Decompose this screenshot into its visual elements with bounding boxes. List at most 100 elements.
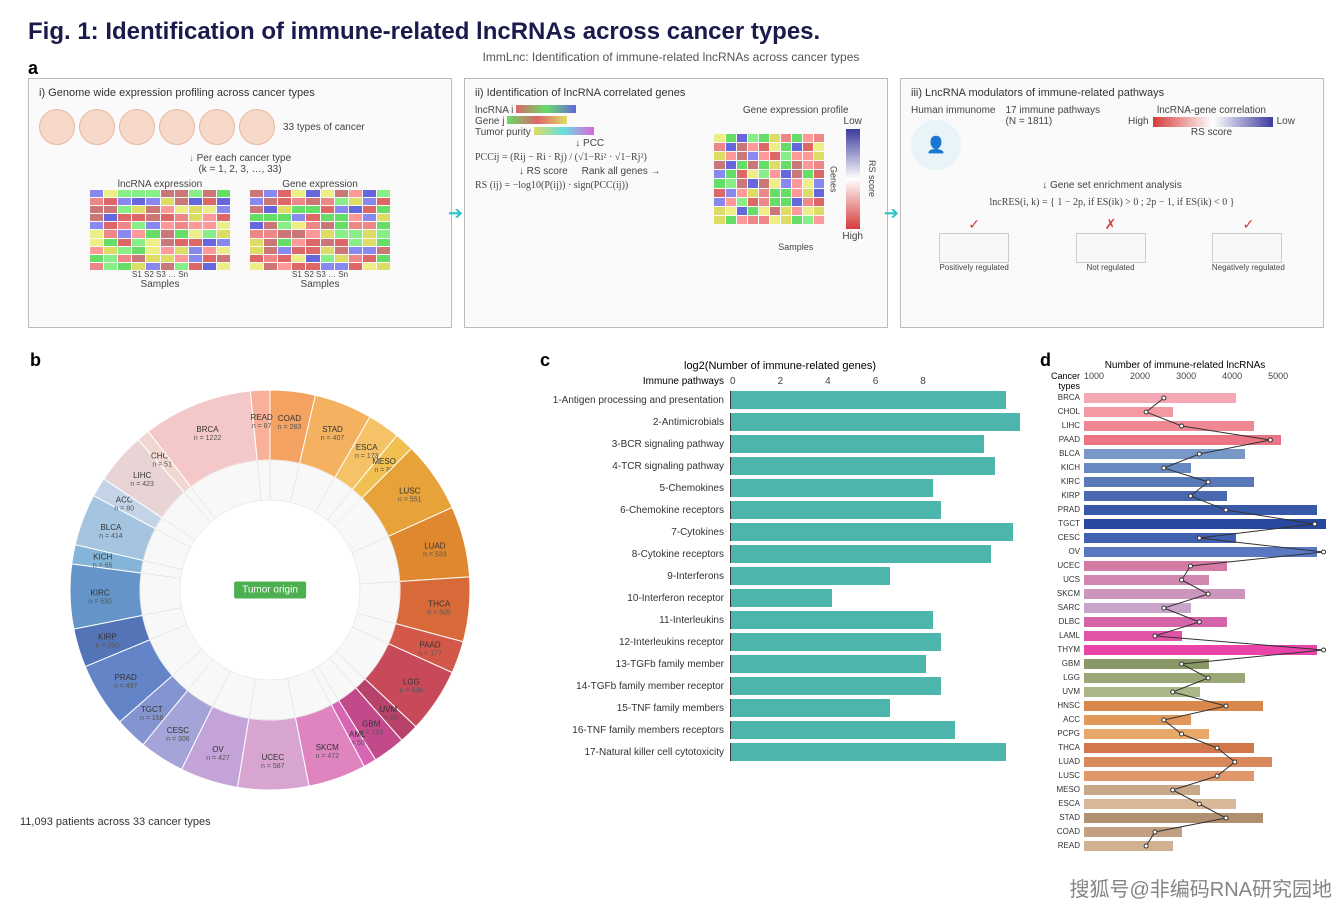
d-bar-row: PRAD — [1040, 503, 1330, 516]
svg-text:OV: OV — [212, 745, 224, 754]
d-bar-row: COAD — [1040, 825, 1330, 838]
d-bar-row: BLCA — [1040, 447, 1330, 460]
check-icon: ✓ — [968, 216, 980, 232]
svg-text:KICH: KICH — [93, 553, 112, 562]
sample-ticks-1: S1 S2 S3 … Sn — [90, 270, 230, 279]
gene-heatmap — [250, 190, 390, 270]
svg-text:n = 177: n = 177 — [418, 650, 442, 657]
c-bar-row: 14-TGFb family member receptor — [540, 677, 1020, 695]
d-bar-row: THCA — [1040, 741, 1330, 754]
check-icon-2: ✓ — [1242, 216, 1254, 232]
samples-label-1: Samples — [90, 279, 230, 290]
svg-text:n = 283: n = 283 — [278, 424, 302, 431]
svg-text:n = 1222: n = 1222 — [194, 435, 222, 442]
svg-text:n = 290: n = 290 — [96, 642, 120, 649]
svg-text:CESC: CESC — [167, 726, 189, 735]
svg-text:MESO: MESO — [372, 457, 396, 466]
c-bar-row: 2-Antimicrobials — [540, 413, 1020, 431]
svg-text:n = 497: n = 497 — [114, 683, 138, 690]
svg-text:PRAD: PRAD — [115, 673, 137, 682]
rs-gradient-h — [1153, 117, 1273, 127]
types-label: 33 types of cancer — [283, 122, 365, 133]
center-label: Tumor origin — [234, 582, 306, 599]
svg-text:BRCA: BRCA — [196, 425, 219, 434]
panel-a-box3: iii) LncRNA modulators of immune-related… — [900, 78, 1324, 328]
c-bar-row: 11-Interleukins — [540, 611, 1020, 629]
svg-text:n = 414: n = 414 — [99, 533, 123, 540]
panel-d: Number of immune-related lncRNAs Cancer … — [1040, 360, 1330, 853]
samples-label-2: Samples — [250, 279, 390, 290]
svg-text:KIRC: KIRC — [91, 589, 110, 598]
d-bar-row: UVM — [1040, 685, 1330, 698]
person-icon: 👤 — [926, 135, 946, 155]
box2-title: ii) Identification of lncRNA correlated … — [475, 87, 877, 99]
d-bar-row: MESO — [1040, 783, 1330, 796]
lncrna-exp-label: lncRNA expression — [90, 179, 230, 190]
sample-ticks-2: S1 S2 S3 … Sn — [250, 270, 390, 279]
d-bar-row: KIRP — [1040, 489, 1330, 502]
c-bar-row: 1-Antigen processing and presentation — [540, 391, 1020, 409]
c-bar-row: 3-BCR signaling pathway — [540, 435, 1020, 453]
pos-reg: Positively regulated — [939, 263, 1009, 272]
c-bar-row: 10-Interferon receptor — [540, 589, 1020, 607]
samples-axis: Samples — [714, 242, 877, 252]
svg-text:KIRP: KIRP — [98, 632, 117, 641]
c-bar-row: 4-TCR signaling pathway — [540, 457, 1020, 475]
svg-text:n = 306: n = 306 — [166, 736, 190, 743]
panel-c: log2(Number of immune-related genes) Imm… — [540, 360, 1020, 765]
d-bar-row: GBM — [1040, 657, 1330, 670]
figure-subtitle: ImmLnc: Identification of immune-related… — [0, 50, 1342, 64]
svg-text:n = 87: n = 87 — [252, 423, 272, 430]
d-bar-row: LAML — [1040, 629, 1330, 642]
d-bar-row: KIRC — [1040, 475, 1330, 488]
corr-lbl: lncRNA-gene correlation — [1110, 105, 1313, 116]
c-bar-row: 12-Interleukins receptor — [540, 633, 1020, 651]
svg-text:ESCA: ESCA — [356, 443, 378, 452]
per-type: Per each cancer type — [197, 153, 292, 164]
c-bar-row: 16-TNF family members receptors — [540, 721, 1020, 739]
c-bar-row: 8-Cytokine receptors — [540, 545, 1020, 563]
svg-text:n = 80: n = 80 — [114, 506, 134, 513]
svg-text:PAAD: PAAD — [419, 640, 440, 649]
cross-icon: ✗ — [1105, 216, 1117, 232]
svg-text:n = 423: n = 423 — [130, 481, 154, 488]
lncrna-heatmap — [90, 190, 230, 270]
svg-text:n = 530: n = 530 — [88, 599, 112, 606]
c-bar-row: 7-Cytokines — [540, 523, 1020, 541]
d-axis-ticks: 10002000300040005000 — [1084, 371, 1288, 389]
d-bar-row: LGG — [1040, 671, 1330, 684]
svg-text:READ: READ — [251, 413, 273, 422]
d-bar-row: STAD — [1040, 811, 1330, 824]
genes-axis: Genes — [828, 166, 838, 193]
pathways-n: (N = 1811) — [1005, 116, 1100, 127]
svg-text:n = 533: n = 533 — [423, 552, 447, 559]
svg-text:n = 506: n = 506 — [400, 687, 424, 694]
d-bar-row: SARC — [1040, 601, 1330, 614]
svg-text:SKCM: SKCM — [316, 743, 339, 752]
pcc-lbl: PCC — [583, 138, 604, 149]
c-bar-row: 15-TNF family members — [540, 699, 1020, 717]
svg-text:GBM: GBM — [362, 720, 381, 729]
panel-b-footnote: 11,093 patients across 33 cancer types — [20, 816, 520, 828]
d-bar-row: DLBC — [1040, 615, 1330, 628]
d-bar-row: UCEC — [1040, 559, 1330, 572]
panel-b: COADn = 283STADn = 407ESCAn = 173MESOn =… — [20, 360, 520, 880]
c-axis-ticks: 02468 — [730, 376, 926, 387]
svg-text:UCEC: UCEC — [261, 753, 284, 762]
rs2: RS score — [1110, 127, 1313, 138]
svg-text:n = 587: n = 587 — [261, 763, 285, 770]
svg-text:n = 51: n = 51 — [152, 462, 172, 469]
d-bar-row: PCPG — [1040, 727, 1330, 740]
d-bar-row: LIHC — [1040, 419, 1330, 432]
rs-lbl: RS score — [527, 166, 568, 177]
d-bar-row: TGCT — [1040, 517, 1330, 530]
low-lbl: Low — [844, 116, 862, 127]
d-bar-row: PAAD — [1040, 433, 1330, 446]
profile-heatmap — [714, 134, 824, 224]
arrow-right-icon-2: ➔ — [884, 203, 899, 224]
svg-text:n = 472: n = 472 — [315, 753, 339, 760]
arrow-right-icon: ➔ — [448, 203, 463, 224]
panel-a-label: a — [28, 58, 38, 79]
gene-exp-label: Gene expression — [250, 179, 390, 190]
d-bar-row: THYM — [1040, 643, 1330, 656]
